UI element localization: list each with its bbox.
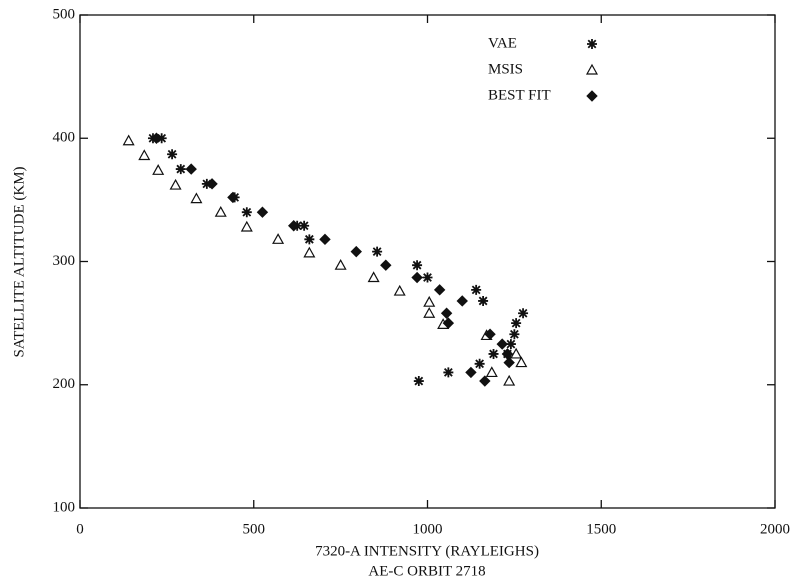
point — [167, 149, 178, 160]
point — [413, 376, 424, 387]
point — [372, 246, 383, 257]
point — [456, 295, 468, 307]
point — [422, 272, 433, 283]
legend-marker — [586, 90, 598, 102]
point — [478, 295, 489, 306]
point — [411, 271, 423, 284]
point — [272, 233, 285, 244]
y-tick-label: 500 — [53, 6, 76, 22]
point — [474, 358, 485, 369]
point — [488, 348, 499, 359]
y-tick-label: 400 — [53, 130, 76, 146]
point — [496, 338, 508, 350]
point — [380, 259, 392, 271]
y-tick-label: 200 — [53, 376, 76, 392]
point — [515, 356, 528, 368]
point — [511, 318, 522, 329]
point — [433, 284, 446, 296]
point — [412, 260, 423, 271]
point — [440, 307, 453, 319]
point — [367, 271, 380, 283]
plot-frame — [79, 14, 776, 509]
point — [484, 328, 496, 340]
legend-label: VAE — [488, 35, 517, 51]
point — [479, 375, 491, 387]
point — [319, 233, 331, 246]
point — [393, 284, 406, 296]
point — [423, 307, 436, 318]
point — [423, 295, 436, 307]
point — [503, 356, 515, 369]
y-tick-label: 300 — [53, 253, 76, 269]
point — [350, 245, 362, 258]
point — [227, 191, 239, 204]
point — [443, 367, 454, 378]
point — [288, 220, 300, 232]
point — [175, 164, 186, 175]
point — [503, 374, 516, 386]
point — [150, 132, 163, 144]
point — [185, 163, 197, 175]
legend-marker — [585, 63, 599, 75]
point — [240, 220, 253, 232]
legend-marker — [587, 39, 597, 49]
point — [214, 205, 227, 217]
legend-label: BEST FIT — [488, 87, 551, 103]
point — [485, 366, 498, 378]
point — [299, 220, 310, 231]
x-tick-label: 0 — [76, 521, 84, 537]
x-tick-label: 1000 — [413, 521, 443, 537]
point — [334, 258, 347, 270]
point — [122, 134, 135, 146]
point — [303, 246, 316, 258]
point — [256, 206, 269, 218]
point — [442, 317, 455, 329]
point — [169, 178, 182, 190]
point — [138, 149, 151, 161]
x-tick-label: 500 — [243, 521, 266, 537]
point — [505, 339, 516, 350]
point — [241, 207, 252, 218]
point — [465, 366, 477, 379]
x-axis-label-2: AE-C ORBIT 2718 — [368, 563, 485, 579]
point — [510, 347, 523, 359]
point — [190, 192, 203, 204]
point — [152, 164, 165, 175]
point — [509, 329, 520, 340]
x-axis-label: 7320-A INTENSITY (RAYLEIGHS) — [315, 543, 539, 559]
y-tick-label: 100 — [53, 499, 76, 515]
point — [304, 234, 315, 245]
point — [518, 308, 529, 319]
x-tick-label: 1500 — [586, 521, 616, 537]
point — [471, 284, 482, 295]
point — [206, 178, 218, 190]
y-axis-label: SATELLITE ALTITUDE (KM) — [11, 166, 27, 357]
x-tick-label: 2000 — [760, 521, 790, 537]
legend-label: MSIS — [488, 61, 523, 77]
